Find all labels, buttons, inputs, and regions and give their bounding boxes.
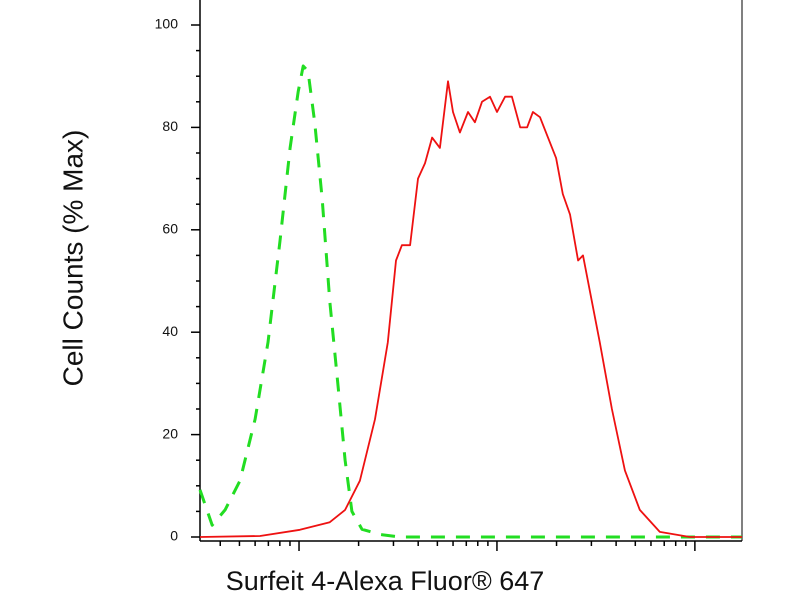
x-axis-label: Surfeit 4-Alexa Fluor® 647 [226, 566, 545, 596]
series-line [198, 64, 742, 539]
y-tick-label: 100 [155, 16, 179, 32]
series-line [199, 80, 742, 538]
y-tick-label: 80 [162, 118, 178, 134]
y-axis-label: Cell Counts (% Max) [57, 130, 88, 387]
y-tick-label: 40 [162, 323, 178, 339]
y-tick-label: 20 [162, 425, 178, 441]
y-tick-label: 0 [170, 528, 178, 544]
y-tick-label: 60 [162, 221, 178, 237]
